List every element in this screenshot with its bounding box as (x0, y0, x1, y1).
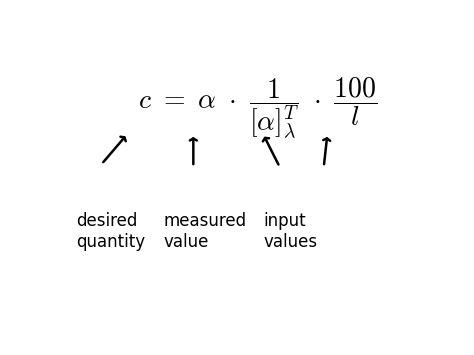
Text: $c \ = \ \alpha \ \cdot \ \dfrac{1}{[\alpha]_{\lambda}^{T}} \ \cdot \ \dfrac{100: $c \ = \ \alpha \ \cdot \ \dfrac{1}{[\al… (138, 76, 377, 141)
Text: desired
quantity: desired quantity (76, 212, 145, 251)
Text: input
values: input values (263, 212, 317, 251)
Text: measured
value: measured value (164, 212, 247, 251)
